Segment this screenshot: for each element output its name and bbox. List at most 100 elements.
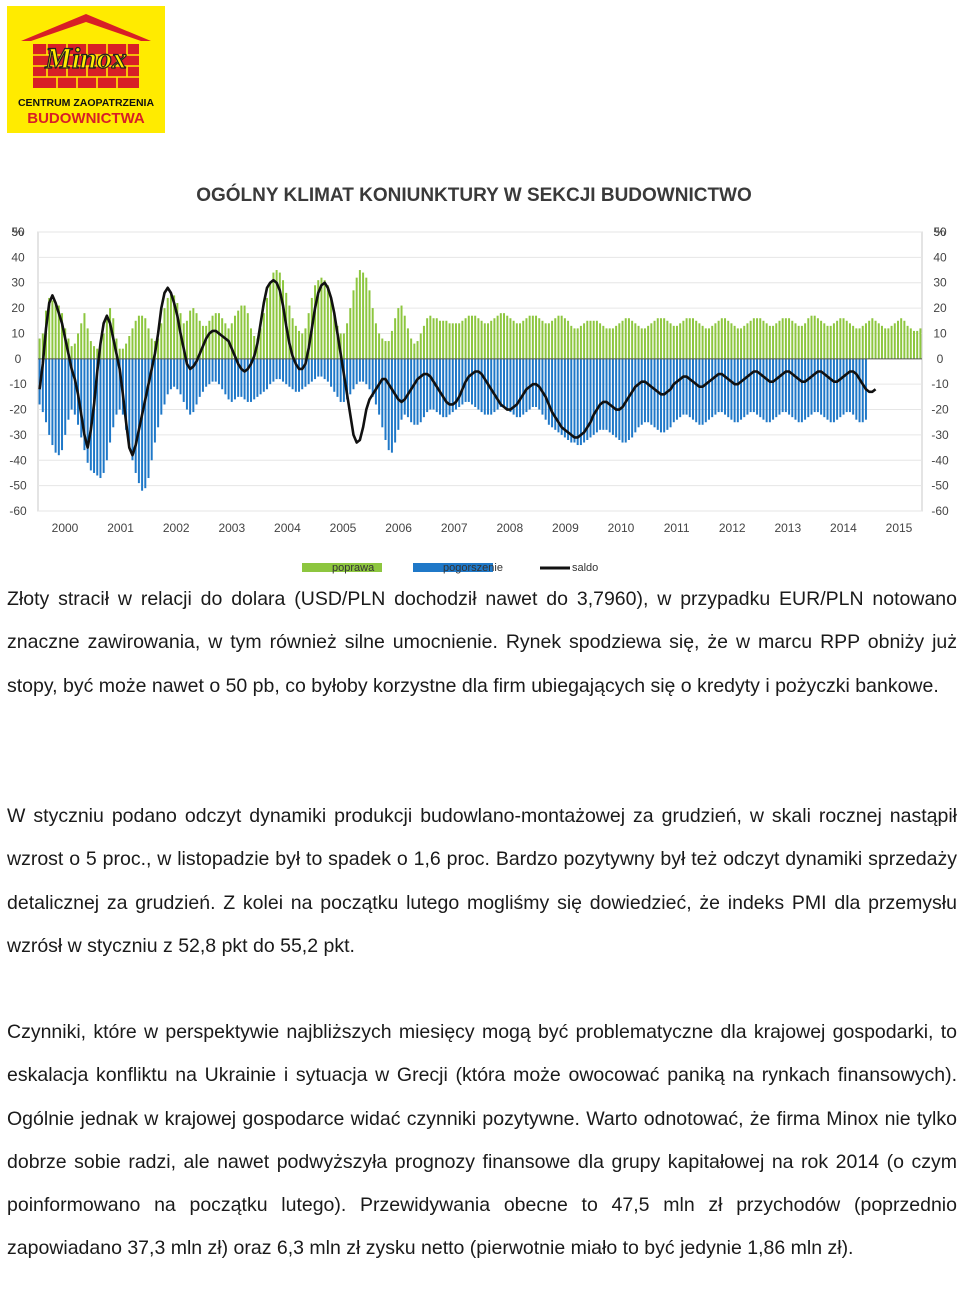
- bar-pogorszenie: [403, 358, 406, 415]
- bar-pogorszenie: [83, 358, 86, 451]
- company-logo: Minox CENTRUM ZAOPATRZENIA BUDOWNICTWA: [7, 6, 165, 133]
- bar-pogorszenie: [454, 358, 457, 410]
- bar-poprawa: [205, 325, 208, 359]
- bar-poprawa: [61, 313, 64, 359]
- bar-pogorszenie: [163, 358, 166, 405]
- bar-poprawa: [496, 315, 499, 359]
- bar-poprawa: [627, 318, 630, 359]
- bar-pogorszenie: [352, 358, 355, 390]
- bar-pogorszenie: [358, 358, 361, 382]
- bar-pogorszenie: [762, 358, 765, 420]
- bar-pogorszenie: [214, 358, 217, 382]
- bar-pogorszenie: [362, 358, 365, 382]
- bar-pogorszenie: [282, 358, 285, 382]
- bar-pogorszenie: [685, 358, 688, 415]
- bar-poprawa: [470, 315, 473, 359]
- y-tick-label-right: 40: [933, 250, 947, 264]
- bar-pogorszenie: [185, 358, 188, 410]
- bar-pogorszenie: [525, 358, 528, 413]
- bar-pogorszenie: [205, 358, 208, 387]
- bar-poprawa: [701, 325, 704, 359]
- bar-poprawa: [349, 308, 352, 359]
- bar-poprawa: [487, 323, 490, 359]
- bar-poprawa: [83, 313, 86, 359]
- y-tick-label-left: -50: [9, 479, 27, 493]
- bar-pogorszenie: [567, 358, 570, 440]
- bar-poprawa: [346, 323, 349, 359]
- bar-poprawa: [522, 320, 525, 359]
- bar-pogorszenie: [192, 358, 195, 413]
- bar-poprawa: [778, 320, 781, 359]
- bar-poprawa: [541, 320, 544, 359]
- paragraph-production: W styczniu podano odczyt dynamiki produk…: [7, 805, 957, 957]
- bar-pogorszenie: [691, 358, 694, 420]
- business-climate-chart: OGÓLNY KLIMAT KONIUNKTURY W SEKCJI BUDOW…: [9, 184, 949, 574]
- bar-pogorszenie: [86, 358, 89, 463]
- bar-pogorszenie: [153, 358, 156, 443]
- bar-poprawa: [201, 325, 204, 359]
- bar-poprawa: [48, 297, 51, 359]
- bar-poprawa: [637, 325, 640, 359]
- bar-poprawa: [608, 328, 611, 359]
- bar-poprawa: [217, 313, 220, 359]
- bar-pogorszenie: [557, 358, 560, 433]
- bar-poprawa: [570, 325, 573, 359]
- bar-poprawa: [298, 330, 301, 359]
- bar-poprawa: [852, 325, 855, 359]
- bar-poprawa: [781, 318, 784, 359]
- bar-pogorszenie: [333, 358, 336, 392]
- bar-poprawa: [189, 310, 192, 359]
- bar-pogorszenie: [179, 358, 182, 395]
- bar-pogorszenie: [595, 358, 598, 433]
- y-tick-label-left: 50: [11, 225, 25, 239]
- bar-poprawa: [464, 318, 467, 359]
- bar-pogorszenie: [253, 358, 256, 400]
- bar-poprawa: [602, 325, 605, 359]
- bar-pogorszenie: [64, 358, 67, 435]
- bar-pogorszenie: [144, 358, 147, 489]
- bar-pogorszenie: [800, 358, 803, 423]
- bar-pogorszenie: [522, 358, 525, 415]
- bar-pogorszenie: [237, 358, 240, 397]
- bar-poprawa: [698, 323, 701, 359]
- bar-pogorszenie: [848, 358, 851, 413]
- bar-poprawa: [884, 328, 887, 359]
- bar-pogorszenie: [61, 358, 64, 451]
- bar-pogorszenie: [605, 358, 608, 430]
- y-axis-left: 50 40 30 20 10 0 -10 -20 -30 -40 -50 -60: [9, 225, 27, 518]
- x-tick-label: 2011: [664, 521, 690, 535]
- bar-poprawa: [557, 315, 560, 359]
- bar-poprawa: [278, 272, 281, 359]
- bar-poprawa: [246, 313, 249, 359]
- bar-pogorszenie: [189, 358, 192, 415]
- x-tick-label: 2006: [385, 521, 412, 535]
- bar-poprawa: [221, 318, 224, 359]
- bar-poprawa: [621, 320, 624, 359]
- bar-poprawa: [864, 323, 867, 359]
- bar-poprawa: [438, 320, 441, 359]
- bar-poprawa: [912, 330, 915, 359]
- bar-pogorszenie: [672, 358, 675, 423]
- bar-pogorszenie: [781, 358, 784, 413]
- y-unit-left: %: [13, 225, 24, 239]
- bar-pogorszenie: [499, 358, 502, 408]
- bar-poprawa: [397, 308, 400, 359]
- bar-pogorszenie: [387, 358, 390, 451]
- bar-pogorszenie: [201, 358, 204, 392]
- logo-tagline-line2: BUDOWNICTWA: [27, 110, 145, 127]
- bar-pogorszenie: [131, 358, 134, 461]
- bar-poprawa: [727, 320, 730, 359]
- bar-poprawa: [192, 308, 195, 359]
- bar-pogorszenie: [637, 358, 640, 428]
- bar-poprawa: [269, 282, 272, 359]
- bar-poprawa: [704, 328, 707, 359]
- bar-pogorszenie: [374, 358, 377, 405]
- bar-poprawa: [900, 318, 903, 359]
- bar-pogorszenie: [583, 358, 586, 443]
- series-poprawa: [38, 270, 922, 359]
- bar-poprawa: [842, 318, 845, 359]
- bar-pogorszenie: [829, 358, 832, 423]
- bar-poprawa: [855, 328, 858, 359]
- bar-poprawa: [480, 320, 483, 359]
- bar-poprawa: [752, 318, 755, 359]
